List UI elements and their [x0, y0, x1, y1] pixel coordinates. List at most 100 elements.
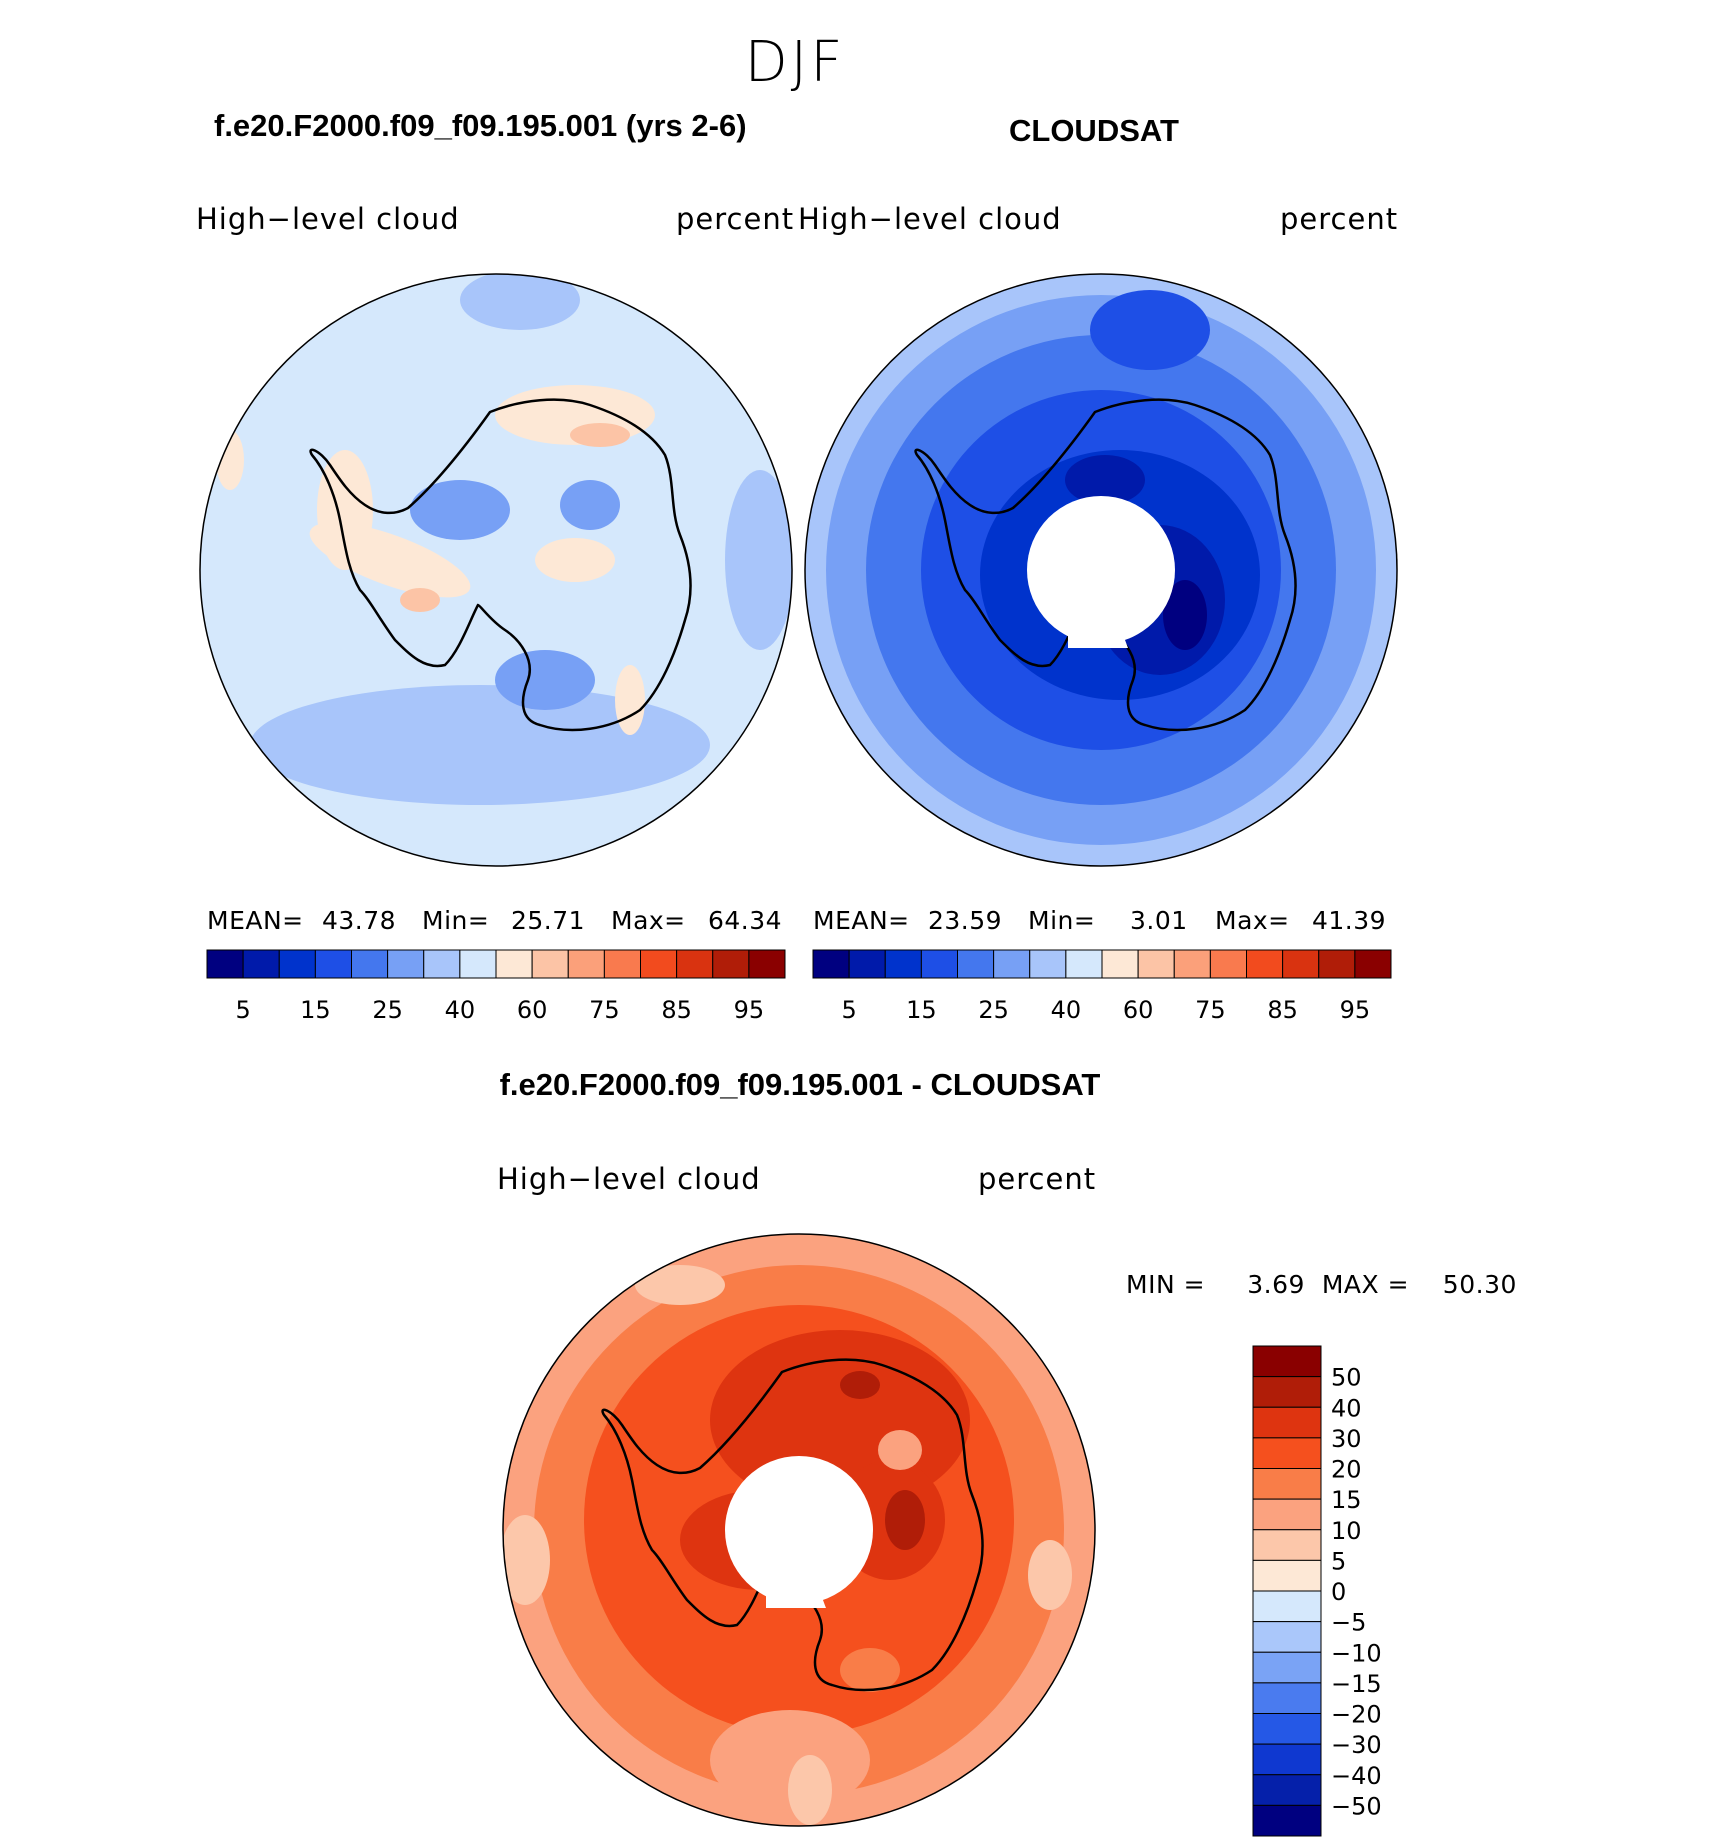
panel-3-colorbar-swatch: [1252, 1774, 1322, 1806]
panel-3-colorbar-swatch: [1252, 1559, 1322, 1592]
panel-3-colorbar-swatch: [1252, 1804, 1322, 1837]
panel-1-colorbar-swatch: [351, 949, 389, 979]
panel-1-min-value: 25.71: [511, 906, 586, 935]
panel-3-colorbar-tick-label: −10: [1331, 1639, 1382, 1667]
panel-1-colorbar-swatch: [387, 949, 425, 979]
panel-2-colorbar: 5 15 25 40 60 75 85 95: [812, 949, 1392, 1024]
panel-3-colorbar-tick-label: 50: [1331, 1364, 1362, 1392]
panel-2-colorbar-swatch: [1354, 949, 1392, 979]
panel-2-colorbar-swatch: [848, 949, 886, 979]
panel-1-mean-value: 43.78: [322, 906, 397, 935]
panel-2-colorbar-swatch: [957, 949, 995, 979]
panel-3-colorbar-swatch: [1252, 1651, 1322, 1684]
panel-2-colorbar-swatch: [993, 949, 1031, 979]
panel-1-colorbar-swatch: [459, 949, 497, 979]
panel-2-colorbar-tick-label: 60: [1123, 996, 1154, 1024]
panel-3-colorbar-tick-label: 15: [1331, 1486, 1362, 1514]
panel-2-colorbar-tick-label: 85: [1267, 996, 1298, 1024]
panel-3-colorbar-swatch: [1252, 1743, 1322, 1776]
panel-3-minmax: MIN = 3.69 MAX = 50.30: [1126, 1270, 1517, 1299]
panel-2-colorbar-swatch: [1282, 949, 1320, 979]
panel-2-colorbar-swatch: [1137, 949, 1175, 979]
panel-1-mean-label: MEAN=: [207, 906, 304, 935]
panel-2-variable-label: High−level cloud: [798, 202, 1062, 236]
panel-1-variable-label: High−level cloud: [196, 202, 460, 236]
panel-2-colorbar-swatch: [1173, 949, 1211, 979]
panel-1-colorbar-swatch: [603, 949, 641, 979]
panel-1-min-label: Min=: [422, 906, 490, 935]
panel-2-units-label: percent: [1280, 202, 1399, 236]
panel-3-colorbar-tick-label: 5: [1331, 1547, 1346, 1575]
panel-3-map-border: [502, 1233, 1096, 1827]
panel-2-colorbar-swatch: [920, 949, 958, 979]
panel-2-colorbar-swatch: [1029, 949, 1067, 979]
panel-1-colorbar-swatch: [640, 949, 678, 979]
panel-2-colorbar-tick-label: 75: [1195, 996, 1226, 1024]
panel-1-colorbar-tick-label: 25: [372, 996, 403, 1024]
panel-3-colorbar-swatch: [1252, 1682, 1322, 1714]
panel-2-colorbar-swatch: [1101, 949, 1139, 979]
panel-1-colorbar: 5 15 25 40 60 75 85 95: [206, 949, 786, 1024]
panel-2-mean-label: MEAN=: [813, 906, 910, 935]
panel-1-colorbar-tick-label: 75: [589, 996, 620, 1024]
panel-1-colorbar-swatch: [423, 949, 461, 979]
panel-2-colorbar-tick-label: 40: [1051, 996, 1082, 1024]
panel-3-colorbar-tick-label: 0: [1331, 1578, 1346, 1606]
panel-1-map: [200, 274, 792, 866]
panel-3-colorbar-swatch: [1252, 1437, 1322, 1469]
panel-3-colorbar-tick-label: −5: [1331, 1609, 1366, 1637]
panel-2-colorbar-swatch: [1246, 949, 1284, 979]
panel-1-colorbar-tick-label: 40: [445, 996, 476, 1024]
panel-3-colorbar-tick-label: −20: [1331, 1701, 1382, 1729]
panel-1-colorbar-swatch: [314, 949, 352, 979]
panel-2-min-value: 3.01: [1130, 906, 1188, 935]
panel-3-colorbar-swatch: [1252, 1590, 1322, 1623]
panel-2-colorbar-tick-label: 5: [841, 996, 856, 1024]
panel-2-min-label: Min=: [1028, 906, 1096, 935]
panel-3-colorbar-tick-label: −30: [1331, 1731, 1382, 1759]
panel-2-max-label: Max=: [1215, 906, 1290, 935]
panel-3-colorbar-swatch: [1252, 1468, 1322, 1500]
panel-1-title: f.e20.F2000.f09_f09.195.001 (yrs 2-6): [214, 108, 747, 143]
panel-3-colorbar-swatch: [1252, 1406, 1322, 1439]
panel-1-colorbar-swatch: [531, 949, 569, 979]
panel-1-max-label: Max=: [611, 906, 686, 935]
panel-1-colorbar-swatch: [748, 949, 786, 979]
panel-1-max-value: 64.34: [708, 906, 783, 935]
panel-1-colorbar-swatch: [567, 949, 605, 979]
panel-1-colorbar-tick-label: 60: [517, 996, 548, 1024]
panel-3-colorbar-tick-label: −40: [1331, 1762, 1382, 1790]
panel-3-colorbar-tick-label: 20: [1331, 1456, 1362, 1484]
panel-3-colorbar-swatch: [1252, 1345, 1322, 1378]
panel-2-colorbar-swatch: [1209, 949, 1247, 979]
panel-3-colorbar-tick-label: 40: [1331, 1394, 1362, 1422]
panel-2-title: CLOUDSAT: [1009, 113, 1179, 148]
panel-2-colorbar-tick-label: 95: [1340, 996, 1371, 1024]
panel-2-mean-value: 23.59: [928, 906, 1003, 935]
panel-3-colorbar-swatch: [1252, 1498, 1322, 1531]
panel-1-colorbar-tick-label: 95: [734, 996, 765, 1024]
panel-1-colorbar-swatch: [495, 949, 533, 979]
figure-title: DJF: [744, 30, 846, 95]
panel-2-colorbar-tick-label: 15: [906, 996, 937, 1024]
panel-3-colorbar-tick-label: −50: [1331, 1792, 1382, 1820]
panel-3-variable-label: High−level cloud: [497, 1162, 761, 1196]
panel-1-colorbar-swatch: [206, 949, 244, 979]
panel-3-title: f.e20.F2000.f09_f09.195.001 - CLOUDSAT: [499, 1067, 1101, 1102]
panel-1-colorbar-swatch: [712, 949, 750, 979]
panel-3-units-label: percent: [978, 1162, 1097, 1196]
panel-2-colorbar-swatch: [884, 949, 922, 979]
panel-1-map-border: [199, 273, 793, 867]
panel-3-map: [503, 1234, 1095, 1826]
panel-2-colorbar-swatch: [1318, 949, 1356, 979]
panel-2-colorbar-tick-label: 25: [978, 996, 1009, 1024]
panel-3-colorbar-swatch: [1252, 1621, 1322, 1653]
panel-3-colorbar-swatch: [1252, 1529, 1322, 1561]
panel-1-colorbar-swatch: [242, 949, 280, 979]
panel-1-colorbar-tick-label: 5: [235, 996, 250, 1024]
panel-3-colorbar-tick-label: −15: [1331, 1670, 1382, 1698]
panel-2-max-value: 41.39: [1312, 906, 1387, 935]
panel-1-colorbar-tick-label: 85: [661, 996, 692, 1024]
panel-2-map: [805, 274, 1397, 866]
